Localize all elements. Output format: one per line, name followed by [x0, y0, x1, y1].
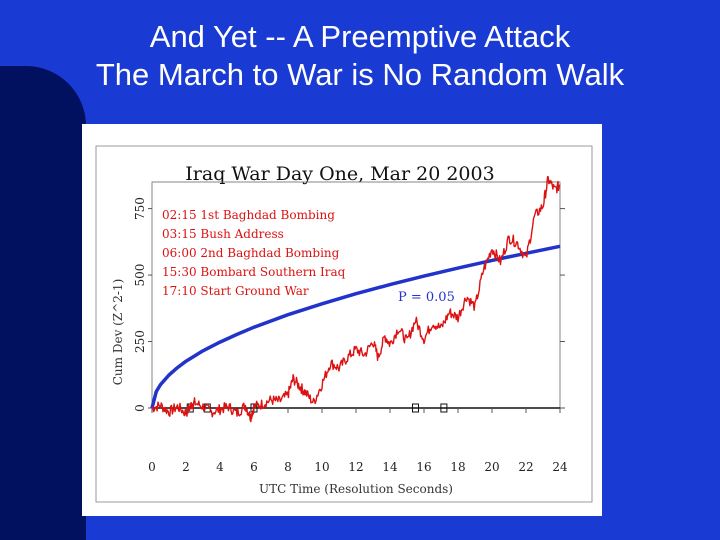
- x-tick-label: 4: [216, 460, 224, 474]
- x-tick-label: 20: [484, 460, 499, 474]
- y-tick-label: 0: [133, 404, 147, 412]
- slide-title: And Yet -- A Preemptive Attack The March…: [0, 18, 720, 94]
- annotation-2: 03:15 Bush Address: [162, 227, 284, 241]
- chart-canvas: Iraq War Day One, Mar 20 2003 Cum Dev (Z…: [95, 145, 593, 503]
- chart-title: Iraq War Day One, Mar 20 2003: [185, 163, 494, 185]
- y-tick-label: 750: [133, 197, 147, 220]
- annotation-3: 06:00 2nd Baghdad Bombing: [162, 246, 340, 260]
- x-tick-label: 24: [552, 460, 568, 474]
- slide-title-line-2: The March to War is No Random Walk: [95, 57, 625, 92]
- x-tick-label: 22: [518, 460, 533, 474]
- event-marker: [440, 403, 448, 413]
- x-tick-label: 6: [250, 460, 258, 474]
- chart-border: [95, 145, 593, 503]
- x-tick-label: 8: [284, 460, 292, 474]
- slide-corner-decoration: [0, 66, 86, 540]
- annotation-1: 02:15 1st Baghdad Bombing: [162, 208, 335, 222]
- x-tick-label: 14: [382, 460, 398, 474]
- annotation-5: 17:10 Start Ground War: [162, 284, 309, 298]
- p-value-label: P = 0.05: [398, 290, 455, 305]
- x-tick-label: 0: [148, 460, 156, 474]
- event-annotations: 02:15 1st Baghdad Bombing 03:15 Bush Add…: [162, 208, 346, 298]
- y-tick-label: 500: [133, 264, 147, 287]
- x-tick-label: 2: [182, 460, 190, 474]
- x-tick-label: 16: [416, 460, 431, 474]
- event-marker: [412, 403, 419, 413]
- chart-panel: Iraq War Day One, Mar 20 2003 Cum Dev (Z…: [82, 124, 602, 516]
- slide-title-line-1: And Yet -- A Preemptive Attack: [149, 19, 571, 54]
- y-axis-label: Cum Dev (Z^2-1): [111, 279, 125, 386]
- x-tick-label: 10: [314, 460, 329, 474]
- x-axis-label: UTC Time (Resolution Seconds): [259, 482, 453, 496]
- p005-envelope-line: [150, 244, 561, 409]
- x-tick-label: 18: [450, 460, 465, 474]
- y-tick-label: 250: [133, 330, 147, 353]
- annotation-4: 15:30 Bombard Southern Iraq: [162, 265, 346, 279]
- cumdev-series-line: [151, 175, 561, 423]
- x-tick-label: 12: [348, 460, 363, 474]
